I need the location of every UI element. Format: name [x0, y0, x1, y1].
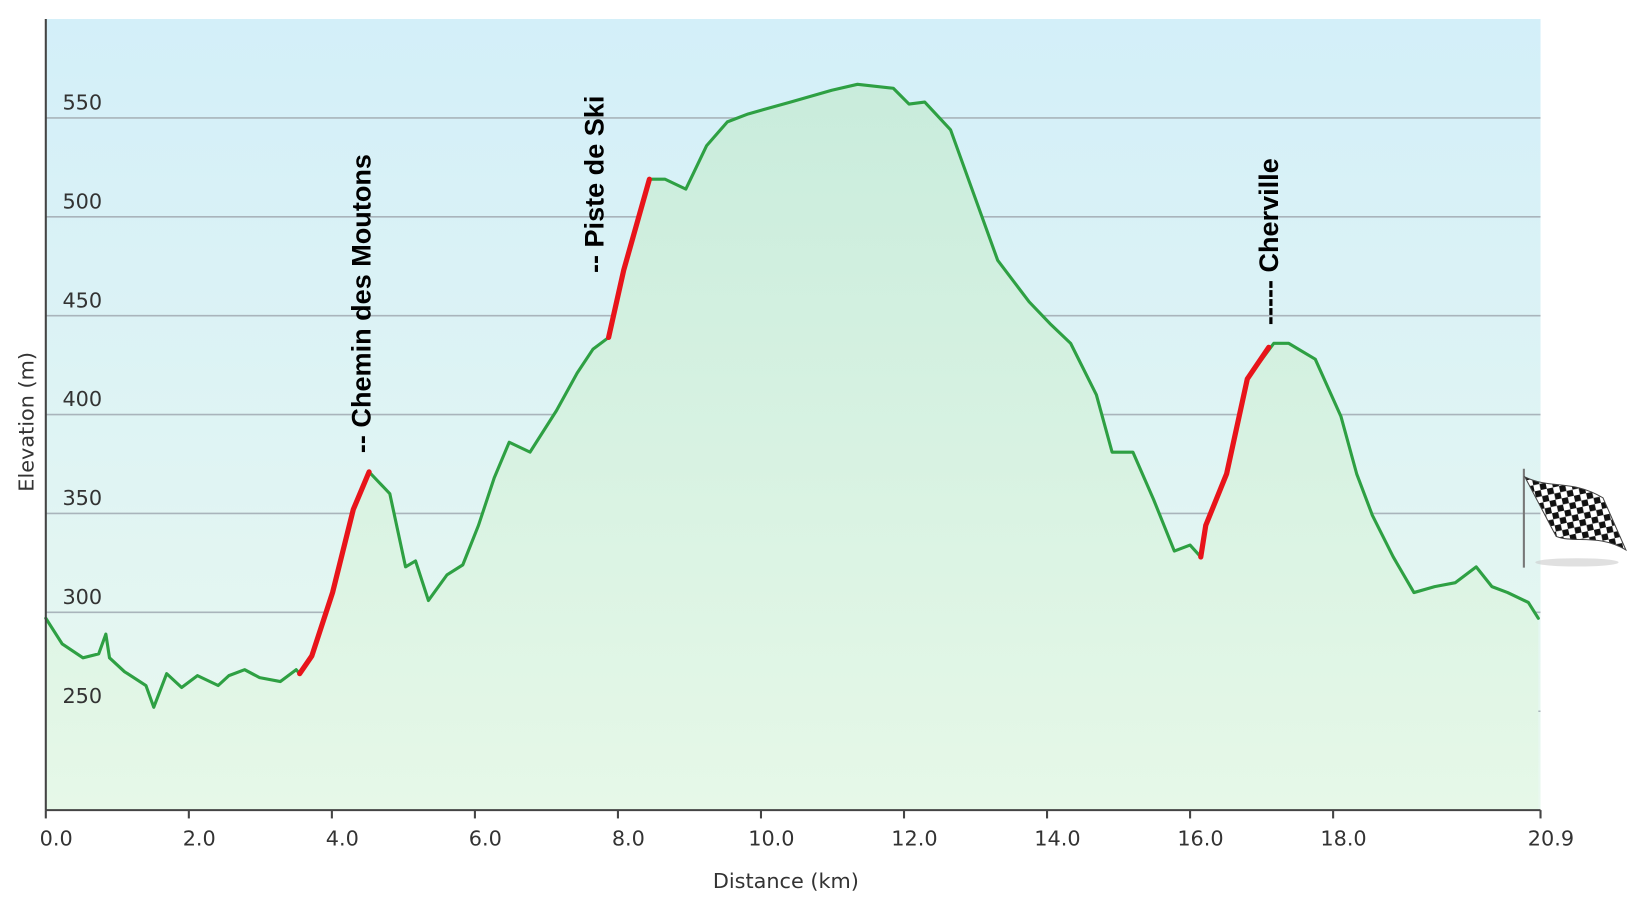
- elevation-line: [44, 82, 1540, 709]
- y-tick-label: 300: [62, 585, 102, 609]
- y-tick-label: 500: [62, 189, 102, 213]
- x-tick-label: 0.0: [40, 826, 73, 850]
- y-tick-label: 550: [62, 91, 102, 115]
- x-tick-label: 20.9: [1528, 826, 1574, 850]
- y-tick-label: 250: [62, 684, 102, 708]
- finish-flag: [1522, 468, 1628, 568]
- y-tick-label: 400: [62, 387, 102, 411]
- x-tick-label: 2.0: [183, 826, 216, 850]
- y-axis-title: Elevation (m): [14, 352, 38, 492]
- x-tick-label: 10.0: [748, 826, 794, 850]
- x-tick-label: 6.0: [469, 826, 502, 850]
- annotation: -- Chemin des Moutons: [347, 154, 377, 453]
- annotation: ----- Cherville: [1254, 158, 1284, 325]
- x-tick-label: 12.0: [891, 826, 937, 850]
- highlight-line: [1198, 344, 1272, 560]
- y-tick-label: 350: [62, 486, 102, 510]
- x-tick-label: 18.0: [1320, 826, 1366, 850]
- x-axis-title: Distance (km): [713, 869, 859, 893]
- area: [45, 84, 1539, 811]
- x-tick-label: 16.0: [1177, 826, 1223, 850]
- x-tick-label: 14.0: [1034, 826, 1080, 850]
- highlight-line: [297, 469, 372, 677]
- highlight-line: [606, 176, 653, 341]
- y-tick-label: 450: [62, 288, 102, 312]
- annotation: -- Piste de Ski: [580, 96, 610, 273]
- x-tick-label: 4.0: [326, 826, 359, 850]
- x-tick-label: 8.0: [612, 826, 645, 850]
